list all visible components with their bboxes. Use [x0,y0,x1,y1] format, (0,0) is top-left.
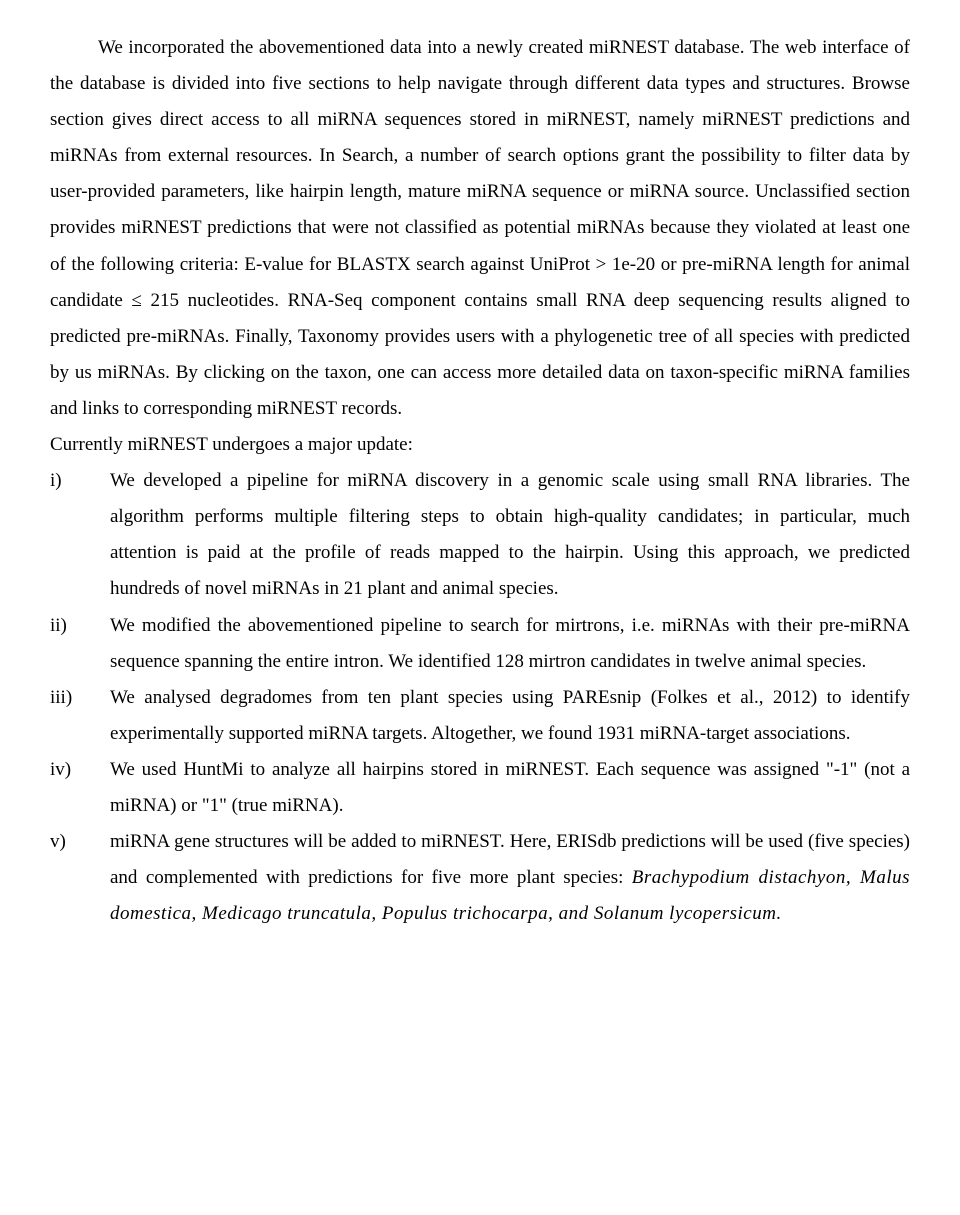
list-item-1: i) We developed a pipeline for miRNA dis… [50,463,910,607]
list-item-4: iv) We used HuntMi to analyze all hairpi… [50,752,910,824]
list-item-3: iii) We analysed degradomes from ten pla… [50,680,910,752]
list-marker-2: ii) [50,608,110,680]
list-content-5: miRNA gene structures will be added to m… [110,824,910,932]
main-paragraph-1: We incorporated the abovementioned data … [50,30,910,427]
list-content-4: We used HuntMi to analyze all hairpins s… [110,752,910,824]
list-item-2: ii) We modified the abovementioned pipel… [50,608,910,680]
list-marker-4: iv) [50,752,110,824]
update-list: i) We developed a pipeline for miRNA dis… [50,463,910,932]
list-marker-1: i) [50,463,110,607]
list-marker-5: v) [50,824,110,932]
list-marker-3: iii) [50,680,110,752]
list-content-3: We analysed degradomes from ten plant sp… [110,680,910,752]
update-intro: Currently miRNEST undergoes a major upda… [50,427,910,463]
list-item-5: v) miRNA gene structures will be added t… [50,824,910,932]
list-content-2: We modified the abovementioned pipeline … [110,608,910,680]
list-content-1: We developed a pipeline for miRNA discov… [110,463,910,607]
